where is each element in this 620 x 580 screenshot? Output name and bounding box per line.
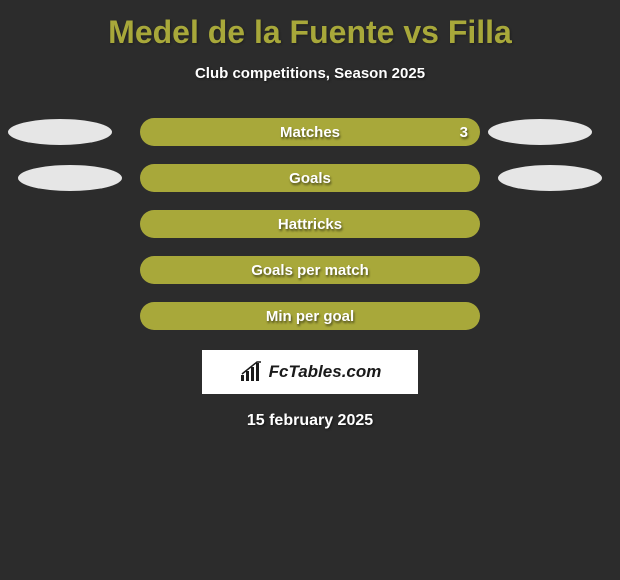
- stat-bar: Matches 3: [140, 118, 480, 146]
- page-subtitle: Club competitions, Season 2025: [0, 65, 620, 82]
- left-ellipse: [18, 165, 122, 191]
- right-ellipse: [498, 165, 602, 191]
- stat-row-min-per-goal: Min per goal: [0, 302, 620, 330]
- brand-box: FcTables.com: [202, 350, 418, 394]
- stat-row-goals-per-match: Goals per match: [0, 256, 620, 284]
- stat-row-goals: Goals: [0, 164, 620, 192]
- date-label: 15 february 2025: [0, 412, 620, 430]
- left-ellipse: [8, 119, 112, 145]
- stat-bar: Min per goal: [140, 302, 480, 330]
- stat-label: Matches: [280, 124, 340, 141]
- stat-label: Goals per match: [251, 262, 369, 279]
- stats-rows: Matches 3 Goals Hattricks Goals per matc…: [0, 118, 620, 330]
- page-title: Medel de la Fuente vs Filla: [0, 0, 620, 51]
- stat-bar: Goals: [140, 164, 480, 192]
- stat-row-hattricks: Hattricks: [0, 210, 620, 238]
- stat-label: Goals: [289, 170, 331, 187]
- brand-text: FcTables.com: [269, 362, 382, 382]
- stat-row-matches: Matches 3: [0, 118, 620, 146]
- chart-icon: [239, 361, 265, 383]
- stat-value: 3: [460, 124, 468, 141]
- stat-label: Hattricks: [278, 216, 342, 233]
- stat-bar: Goals per match: [140, 256, 480, 284]
- stat-bar: Hattricks: [140, 210, 480, 238]
- right-ellipse: [488, 119, 592, 145]
- stat-label: Min per goal: [266, 308, 354, 325]
